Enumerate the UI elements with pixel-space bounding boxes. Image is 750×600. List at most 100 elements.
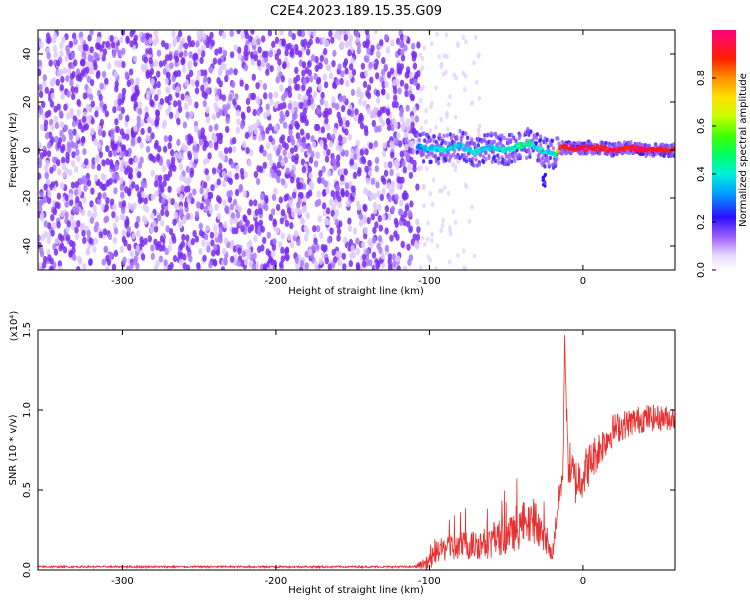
spectrogram-halo-cell [487, 155, 491, 161]
spectrogram-faint-cell [443, 184, 447, 190]
spectrogram-noise-cell [265, 248, 270, 256]
spectrogram-noise-cell [414, 240, 419, 249]
spectrogram-faint-cell [472, 253, 477, 259]
spectrogram-faint-cell [445, 53, 449, 60]
spectrogram-noise-cell [380, 252, 385, 260]
spectrogram-halo-cell [452, 152, 456, 157]
spectrogram-noise-cell [158, 60, 164, 68]
spectrogram-noise-cell [402, 193, 407, 201]
spectrogram-noise-cell [144, 106, 149, 114]
spectrogram-noise-cell [120, 150, 125, 158]
spectrogram-noise-cell [63, 124, 69, 132]
spectrogram-noise-cell [276, 65, 282, 73]
spectrogram-noise-cell [129, 250, 134, 258]
spectrogram-noise-cell [82, 236, 87, 244]
colorbar-tick-label: 0.8 [696, 70, 707, 86]
spectrogram-noise-cell [135, 77, 140, 85]
spectrogram-noise-cell [374, 221, 379, 229]
spectrogram-noise-cell [58, 265, 63, 270]
spectrogram-noise-cell [194, 210, 200, 218]
spectrogram-faint-cell [475, 79, 479, 85]
spectrogram-noise-cell [121, 47, 126, 55]
spectrogram-noise-cell [61, 36, 66, 44]
spectrogram-noise-cell [392, 79, 397, 87]
spectrogram-halo-cell [502, 135, 506, 141]
spectrogram-noise-cell [332, 49, 337, 57]
spectrogram-noise-cell [394, 101, 399, 109]
spectrogram-noise-cell [75, 206, 80, 214]
spectrogram-signal-cell [598, 148, 602, 152]
spectrogram-noise-cell [302, 78, 307, 86]
spectrogram-noise-cell [42, 149, 48, 157]
spectrogram-noise-cell [340, 30, 345, 36]
spectrogram-noise-cell [205, 106, 210, 114]
spectrogram-noise-cell [126, 79, 131, 88]
spectrogram-noise-cell [46, 141, 52, 149]
spectrogram-halo-cell [528, 151, 532, 156]
spectrogram-noise-cell [104, 110, 110, 118]
spectrogram-noise-cell [301, 61, 307, 69]
spectrogram-noise-cell [228, 67, 234, 75]
spectrogram-noise-cell [155, 109, 160, 117]
spectrogram-noise-cell [104, 77, 109, 85]
spectrogram-noise-cell [376, 96, 381, 105]
spectrogram-noise-cell [202, 100, 207, 108]
spectrogram-faint-cell [429, 104, 433, 110]
spectrogram-noise-cell [128, 68, 134, 76]
spectrogram-noise-cell [165, 174, 171, 182]
spectrogram-noise-cell [174, 49, 179, 58]
spectrogram-noise-cell [88, 67, 93, 75]
spectrogram-noise-cell [134, 156, 139, 164]
spectrogram-noise-cell [412, 165, 417, 173]
spectrogram-noise-cell [88, 258, 93, 266]
spectrogram-noise-cell [385, 46, 391, 54]
spectrogram-noise-cell [385, 92, 390, 100]
spectrogram-noise-cell [310, 54, 316, 62]
spectrogram-noise-cell [255, 82, 260, 90]
spectrogram-halo-cell [510, 159, 514, 164]
spectrogram-noise-cell [415, 83, 421, 91]
spectrogram-noise-cell [326, 148, 331, 156]
spectrogram-noise-cell [112, 236, 118, 244]
spectrogram-halo-cell [550, 138, 555, 144]
spectrogram-halo-cell [545, 137, 549, 142]
spectrogram-noise-cell [302, 195, 307, 203]
spectrogram-noise-cell [38, 83, 43, 91]
spectrogram-noise-cell [374, 165, 379, 173]
spectrogram-noise-cell [303, 224, 308, 232]
spectrogram-faint-cell [422, 45, 427, 51]
spectrogram-signal-cell [613, 147, 617, 151]
spectrogram-noise-cell [246, 105, 251, 114]
spectrogram-noise-cell [259, 146, 264, 154]
spectrogram-noise-cell [89, 46, 94, 54]
spectrogram-noise-cell [225, 116, 230, 124]
spectrogram-noise-cell [130, 94, 135, 102]
spectrogram-noise-cell [253, 54, 259, 62]
spectrogram-noise-cell [224, 147, 229, 155]
spectrogram-noise-cell [297, 30, 302, 37]
spectrogram-faint-cell [418, 52, 423, 58]
spectrogram-noise-cell [231, 80, 236, 89]
spectrogram-noise-cell [126, 265, 131, 270]
spectrogram-noise-cell [240, 122, 245, 130]
spectrogram-noise-cell [280, 178, 286, 186]
spectrogram-noise-cell [399, 40, 404, 49]
spectrogram-noise-cell [154, 180, 159, 188]
spectrogram-noise-cell [245, 147, 250, 155]
spectrogram-noise-cell [229, 30, 234, 37]
spectrogram-halo-cell [549, 142, 554, 148]
spectrogram-noise-cell [272, 219, 277, 227]
spectrogram-noise-cell [336, 227, 342, 236]
spectrogram-noise-cell [352, 227, 358, 235]
spectrogram-noise-cell [305, 132, 311, 140]
spectrogram-noise-cell [393, 94, 398, 102]
spectrogram-noise-cell [345, 200, 351, 208]
spectrogram-noise-cell [74, 226, 79, 234]
spectrogram-noise-cell [102, 103, 108, 112]
spectrogram-noise-cell [273, 187, 278, 195]
spectrogram-noise-cell [325, 187, 330, 195]
spectrogram-noise-cell [89, 200, 94, 208]
spectrogram-noise-cell [359, 91, 364, 100]
spectrogram-noise-cell [335, 30, 341, 36]
spectrogram-noise-cell [77, 255, 82, 263]
